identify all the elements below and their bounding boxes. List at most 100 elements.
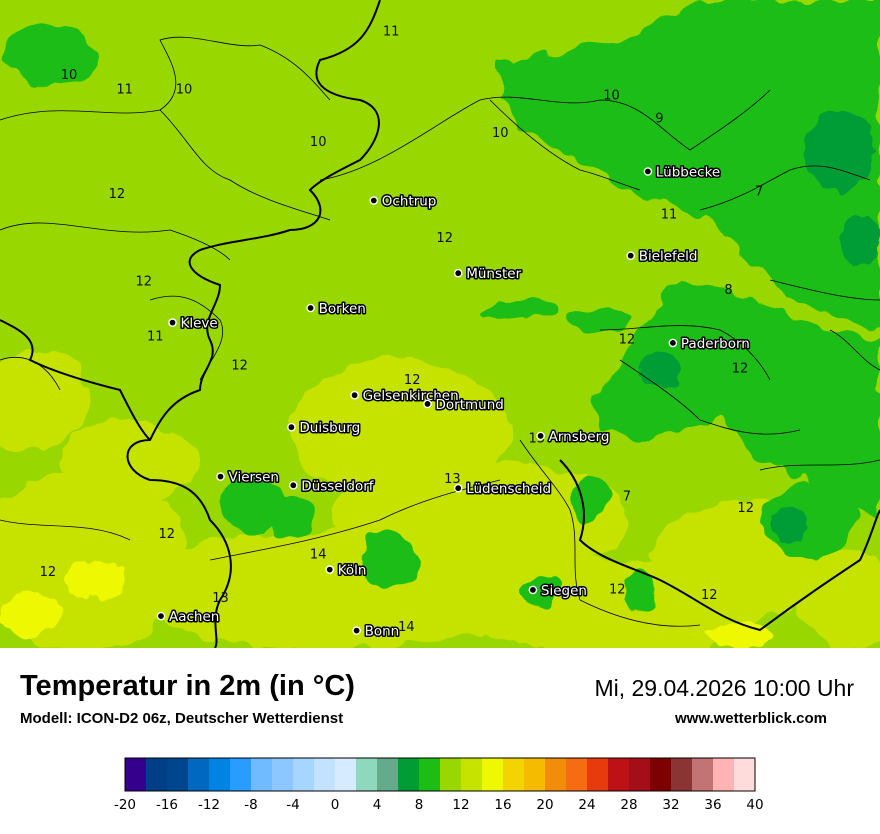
legend-swatch: [146, 758, 168, 791]
city-münster: Münster: [453, 265, 523, 284]
value-label: 11: [383, 25, 400, 40]
city-siegen: Siegen: [528, 581, 588, 600]
legend-swatch: [545, 758, 567, 791]
city-label: Münster: [466, 266, 521, 282]
city-aachen: Aachen: [156, 608, 221, 627]
map-title: Temperatur in 2m (in °C): [20, 670, 355, 702]
legend-swatch: [398, 758, 420, 791]
city-dot: [352, 626, 361, 635]
city-label: Gelsenkirchen: [363, 388, 459, 404]
legend-swatch: [356, 758, 378, 791]
legend-swatch: [377, 758, 399, 791]
forecast-datetime: Mi, 29.04.2026 10:00 Uhr: [594, 675, 854, 701]
city-dot: [453, 268, 463, 278]
website-link[interactable]: www.wetterblick.com: [675, 710, 827, 727]
city-label: Bielefeld: [639, 249, 698, 265]
legend-tick-label: -12: [198, 797, 220, 813]
city-dot: [306, 303, 315, 313]
city-dot: [288, 480, 298, 490]
legend-swatch: [440, 758, 462, 791]
legend-tick-label: 24: [578, 797, 595, 813]
value-label: 10: [176, 83, 193, 98]
city-bielefeld: Bielefeld: [626, 247, 699, 266]
city-label: Kleve: [181, 316, 218, 332]
legend-border: [124, 757, 756, 792]
city-dot: [325, 565, 335, 574]
legend-swatch: [671, 758, 693, 791]
city-borken: Borken: [306, 300, 367, 319]
city-dot: [350, 390, 359, 400]
city-dot: [287, 422, 296, 432]
city-köln: Köln: [325, 561, 368, 580]
legend-canvas: -20 -16 -12 -8 -4 0 4 8 12 16 20 24 28 32 36 40: [114, 757, 764, 813]
value-label: 10: [603, 88, 620, 103]
legend-tick-label: -16: [156, 797, 178, 813]
isotherm-value-labels: 11 10 11 10 10 9 10 10 12 7 11 12 12 8 11 12 12 12 12 13 13 7…: [40, 25, 764, 636]
legend-swatch: [524, 758, 546, 791]
value-label: 14: [398, 620, 415, 635]
field-14-16: [0, 560, 775, 647]
value-label: 13: [212, 591, 229, 606]
model-source: Modell: ICON-D2 06z, Deutscher Wetterdie…: [20, 710, 344, 727]
legend-tick-label: 28: [620, 797, 637, 813]
legend-tick-label: 36: [704, 797, 721, 813]
city-bonn: Bonn: [352, 622, 401, 641]
legend-swatches: [124, 757, 756, 792]
city-label: Arnsberg: [549, 429, 610, 445]
legend-swatch: [419, 758, 441, 791]
city-gelsenkirchen: Gelsenkirchen: [350, 387, 460, 406]
city-label: Lübbecke: [656, 165, 720, 181]
value-label: 10: [310, 135, 327, 150]
city-dot: [668, 338, 678, 348]
legend-tick-label: 4: [373, 797, 382, 813]
legend-tick-label: -4: [286, 797, 299, 813]
legend-swatch: [566, 758, 588, 791]
city-label: Lüdenscheid: [466, 481, 551, 497]
city-label: Bonn: [365, 624, 400, 640]
legend-swatch: [587, 758, 609, 791]
value-label: 12: [159, 527, 176, 542]
legend-swatch: [293, 758, 315, 791]
legend-tick-label: 40: [746, 797, 763, 813]
city-label: Köln: [338, 563, 367, 579]
legend-swatch: [503, 758, 525, 791]
value-label: 11: [147, 330, 164, 345]
legend-tick-label: -8: [244, 797, 257, 813]
city-label: Siegen: [541, 583, 587, 599]
city-düsseldorf: Düsseldorf: [288, 477, 376, 496]
city-ochtrup: Ochtrup: [369, 192, 438, 211]
city-dot: [626, 251, 636, 260]
city-label: Dortmund: [436, 397, 504, 413]
value-label: 9: [655, 112, 663, 127]
city-dot: [369, 196, 379, 205]
city-label: Ochtrup: [382, 194, 437, 210]
value-label: 14: [310, 548, 327, 563]
legend-swatch: [125, 758, 147, 791]
city-dot: [423, 399, 432, 409]
city-viersen: Viersen: [216, 468, 280, 487]
legend-tick-label: 12: [452, 797, 469, 813]
temperature-map: 11 10 11 10 10 9 10 10 12 7 11 12 12 8 11 12 12 12 12 13 13 7…: [0, 0, 880, 648]
value-label: 11: [116, 83, 133, 98]
legend-swatch: [482, 758, 504, 791]
legend-swatch: [167, 758, 189, 791]
legend-swatch: [251, 758, 273, 791]
city-paderborn: Paderborn: [668, 334, 751, 353]
value-label: 12: [40, 565, 57, 580]
legend-tick-label: 0: [331, 797, 340, 813]
value-label: 12: [136, 274, 153, 289]
value-label: 12: [619, 333, 636, 348]
city-arnsberg: Arnsberg: [536, 427, 611, 446]
value-label: 11: [661, 208, 678, 223]
value-label: 12: [109, 187, 126, 202]
value-label: 7: [755, 184, 763, 199]
value-label: 13: [444, 472, 461, 487]
city-label: Duisburg: [299, 420, 360, 436]
city-dot: [156, 611, 166, 621]
value-label: 12: [701, 588, 718, 603]
legend-swatch: [272, 758, 294, 791]
city-dot: [643, 167, 653, 176]
legend-tick-label: 8: [415, 797, 424, 813]
legend-swatch: [335, 758, 357, 791]
city-dot: [528, 585, 538, 595]
